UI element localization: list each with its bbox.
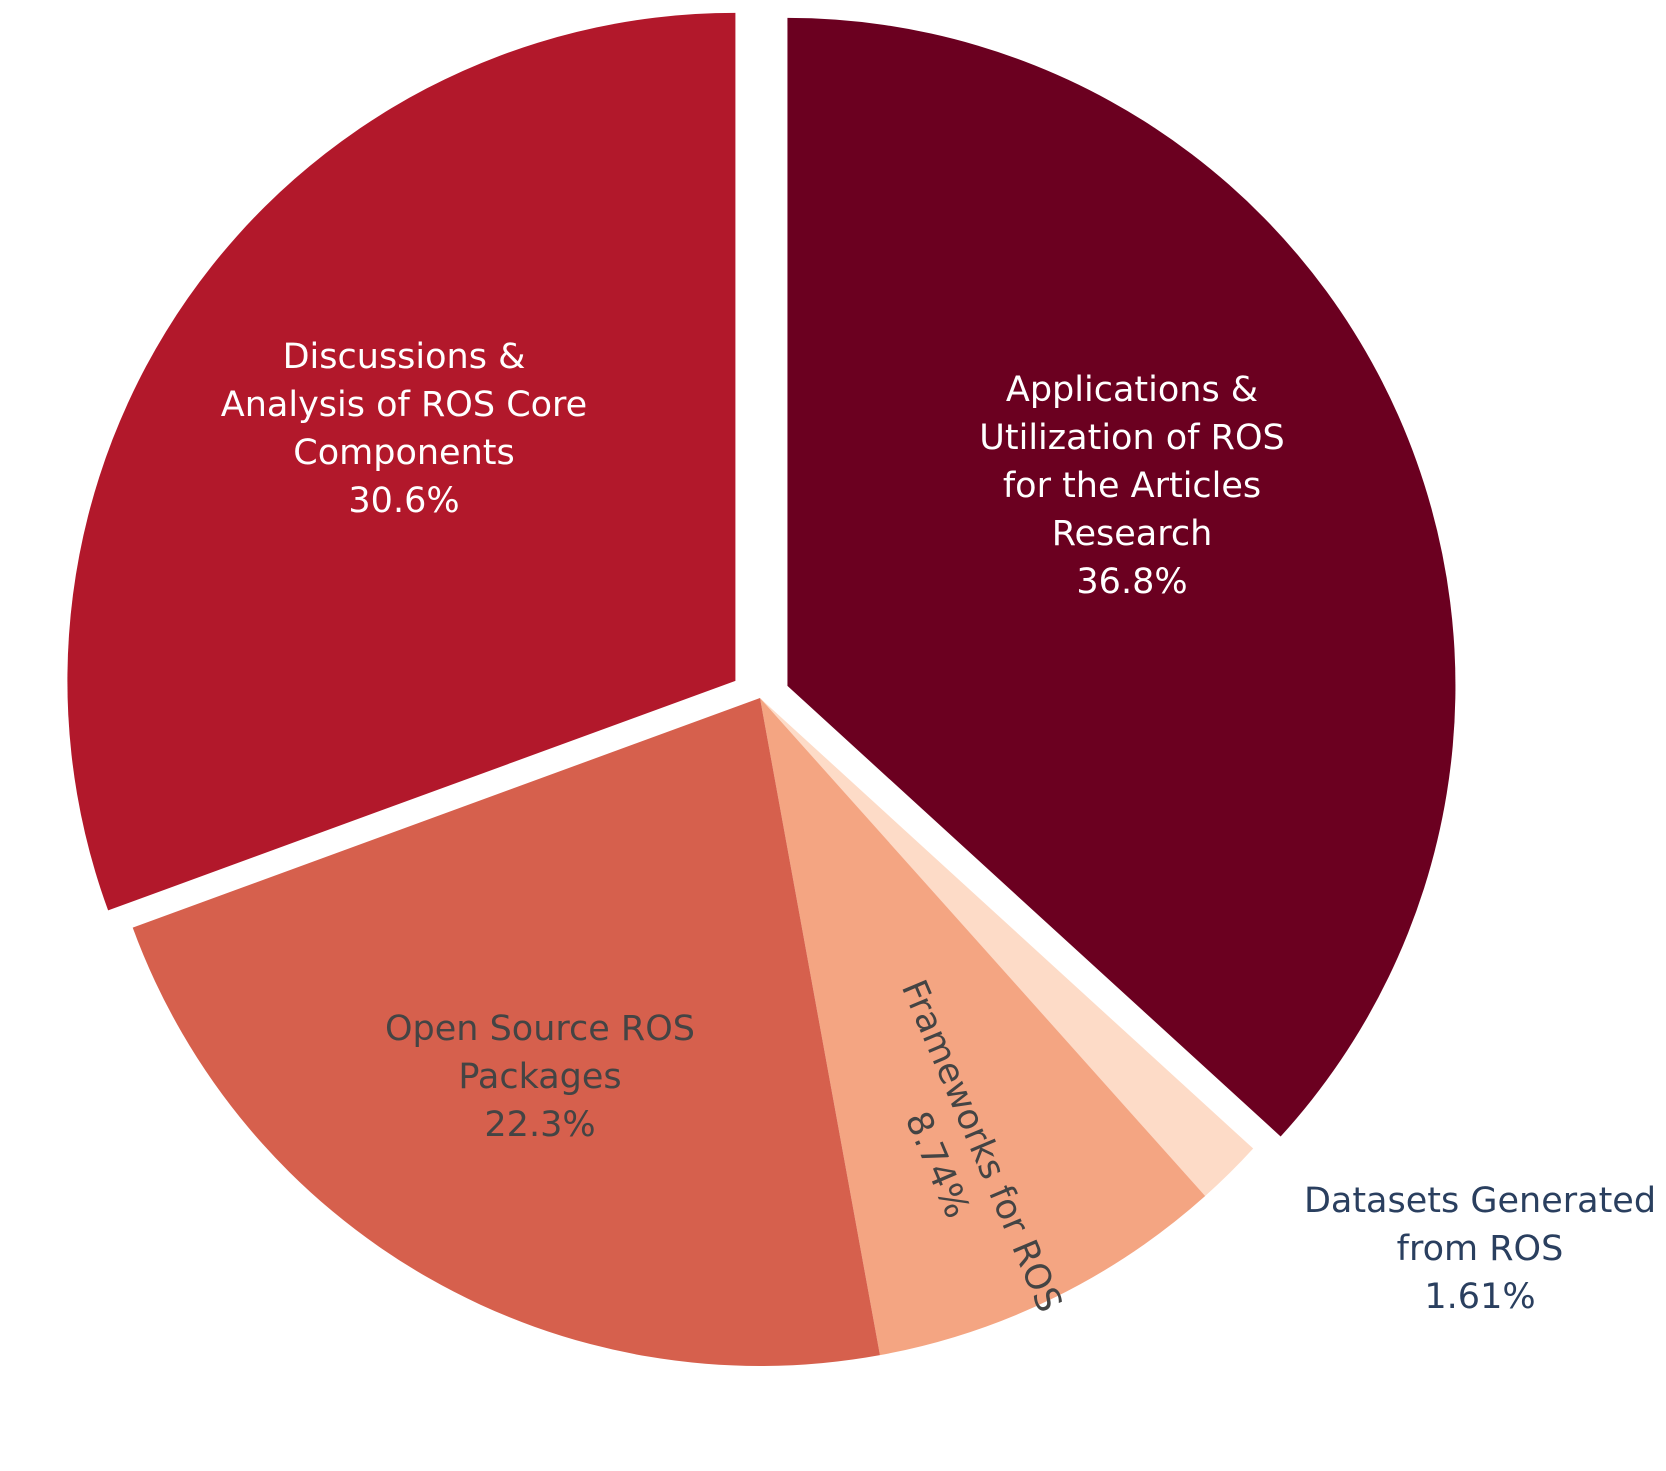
pie-slices	[67, 12, 1456, 1366]
pie-slice-frameworks[interactable]	[760, 698, 1206, 1356]
pie-value-label: 36.8%	[1076, 562, 1187, 602]
pie-label-line: Research	[1052, 514, 1213, 554]
pie-label-line: Utilization of ROS	[979, 418, 1284, 458]
pie-label-line: Datasets Generated	[1304, 1181, 1656, 1221]
pie-label-applications: Applications & Utilization of ROS for the …	[979, 370, 1284, 602]
pie-label-datasets: Datasets Generated from ROS 1.61%	[1304, 1181, 1656, 1317]
pie-label-line: Components	[293, 433, 514, 473]
pie-label-line: from ROS	[1397, 1229, 1564, 1269]
pie-value-label: 22.3%	[484, 1105, 595, 1145]
pie-value-label: 1.61%	[1424, 1277, 1535, 1317]
pie-labels: Applications & Utilization of ROS for the …	[221, 337, 1656, 1318]
pie-label-line: for the Articles	[1003, 466, 1261, 506]
pie-label-discussions: Discussions & Analysis of ROS Core Compone…	[221, 337, 587, 521]
pie-slice-open-source[interactable]	[132, 698, 880, 1366]
pie-label-open-source: Open Source ROS Packages 22.3%	[385, 1009, 695, 1145]
pie-label-line: Open Source ROS	[385, 1009, 695, 1049]
pie-label-line: Analysis of ROS Core	[221, 385, 587, 425]
pie-value-label: 30.6%	[348, 481, 459, 521]
pie-slice-datasets[interactable]	[760, 698, 1254, 1197]
pie-slice-applications[interactable]	[787, 17, 1456, 1137]
pie-label-line: Packages	[458, 1057, 621, 1097]
pie-label-line: Discussions &	[283, 337, 526, 377]
pie-slice-discussions[interactable]	[67, 12, 736, 911]
pie-label-line: Applications &	[1006, 370, 1258, 410]
